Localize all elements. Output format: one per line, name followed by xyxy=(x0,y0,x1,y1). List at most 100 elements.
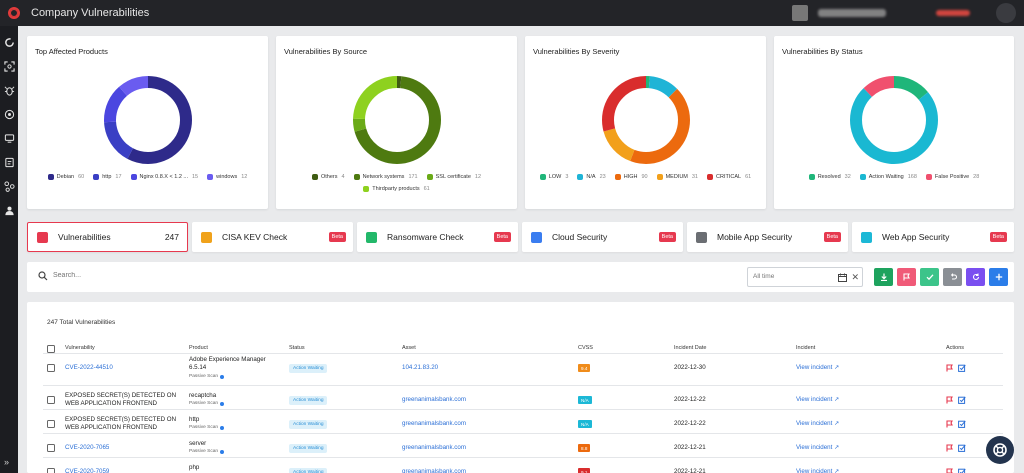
legend-item-false-positive[interactable]: False Positive 28 xyxy=(925,174,979,180)
clear-date-icon[interactable]: ✕ xyxy=(851,272,859,282)
legend-item-others[interactable]: Others 4 xyxy=(311,174,345,180)
tab-cisa-kev-check[interactable]: CISA KEV Check Beta xyxy=(192,222,353,252)
info-icon[interactable] xyxy=(220,425,225,430)
legend-item-action-waiting[interactable]: Action Waiting 168 xyxy=(859,174,917,180)
report-icon[interactable] xyxy=(3,156,15,168)
column-header-product[interactable]: Product xyxy=(189,345,208,351)
legend-item-high[interactable]: HIGH 90 xyxy=(614,174,648,180)
legend-item-debian[interactable]: Debian 60 xyxy=(47,174,84,180)
column-header-incident[interactable]: Incident xyxy=(796,345,816,351)
info-icon[interactable] xyxy=(220,401,225,406)
network-icon[interactable] xyxy=(3,180,15,192)
bug-icon[interactable] xyxy=(3,84,15,96)
user-name[interactable] xyxy=(818,9,886,17)
legend-item-thirdparty-products[interactable]: Thirdparty products 61 xyxy=(363,186,430,192)
column-header-status[interactable]: Status xyxy=(289,345,305,351)
shield-icon[interactable] xyxy=(3,108,15,120)
date-filter[interactable]: ✕ xyxy=(747,267,863,287)
row-checkbox[interactable] xyxy=(47,364,55,372)
help-button[interactable] xyxy=(986,436,1014,464)
flag-button[interactable] xyxy=(897,268,916,286)
donut-slice-critical[interactable] xyxy=(601,76,690,164)
user-icon[interactable] xyxy=(3,204,15,216)
asset-link[interactable]: greenanimalsbank.com xyxy=(402,468,466,473)
vulnerability-name[interactable]: CVE-2020-7065 xyxy=(65,444,110,451)
tab-cloud-security[interactable]: Cloud Security Beta xyxy=(522,222,683,252)
monitor-icon[interactable] xyxy=(3,132,15,144)
donut-slice-false-positive[interactable] xyxy=(850,76,938,164)
column-header-asset[interactable]: Asset xyxy=(402,345,416,351)
row-checkbox[interactable] xyxy=(47,444,55,452)
asset-link[interactable]: greenanimalsbank.com xyxy=(402,420,466,427)
view-incident-link[interactable]: View incident ↗ xyxy=(796,364,839,372)
org-label[interactable] xyxy=(936,10,970,16)
flag-icon[interactable] xyxy=(946,364,954,372)
donut-slice-high[interactable] xyxy=(601,76,690,164)
column-header-vulnerability[interactable]: Vulnerability xyxy=(65,345,95,351)
donut-chart-severity[interactable] xyxy=(596,70,696,170)
legend-item-low[interactable]: LOW 3 xyxy=(539,174,568,180)
legend-item-nginx-0-8-x-1-2[interactable]: Nginx 0.8.X < 1.2 ... 15 xyxy=(130,174,198,180)
row-checkbox[interactable] xyxy=(47,420,55,428)
legend-item-critical[interactable]: CRITICAL 61 xyxy=(707,174,751,180)
settings-icon[interactable] xyxy=(996,3,1016,23)
dashboard-icon[interactable] xyxy=(3,36,15,48)
donut-chart-status[interactable] xyxy=(844,70,944,170)
add-button[interactable] xyxy=(989,268,1008,286)
view-incident-link[interactable]: View incident ↗ xyxy=(796,420,839,428)
flag-icon[interactable] xyxy=(946,420,954,428)
flag-icon[interactable] xyxy=(946,444,954,452)
legend-item-medium[interactable]: MEDIUM 31 xyxy=(656,174,698,180)
donut-chart-products[interactable] xyxy=(98,70,198,170)
download-button[interactable] xyxy=(874,268,893,286)
view-incident-link[interactable]: View incident ↗ xyxy=(796,468,839,473)
tab-vulnerabilities[interactable]: Vulnerabilities 247 xyxy=(27,222,188,252)
select-all-checkbox[interactable] xyxy=(47,345,55,353)
edit-icon[interactable] xyxy=(958,364,966,372)
tab-mobile-app-security[interactable]: Mobile App Security Beta xyxy=(687,222,848,252)
legend-item-windows[interactable]: windows 12 xyxy=(207,174,247,180)
date-input[interactable] xyxy=(753,273,833,280)
donut-slice-nginx-0-8-x-1-2[interactable] xyxy=(103,76,192,164)
donut-slice-thirdparty-products[interactable] xyxy=(352,76,441,164)
legend-item-network-systems[interactable]: Network systems 171 xyxy=(353,174,418,180)
info-icon[interactable] xyxy=(220,374,225,379)
view-incident-link[interactable]: View incident ↗ xyxy=(796,444,839,452)
vulnerability-name[interactable]: CVE-2020-7059 xyxy=(65,468,110,473)
legend-item-http[interactable]: http 17 xyxy=(93,174,122,180)
column-header-cvss[interactable]: CVSS xyxy=(578,345,593,351)
donut-chart-source[interactable] xyxy=(347,70,447,170)
donut-slice-windows[interactable] xyxy=(103,76,192,164)
donut-slice-network-systems[interactable] xyxy=(352,76,441,164)
expand-sidebar-icon[interactable]: » xyxy=(4,457,10,467)
search-input[interactable] xyxy=(53,272,253,279)
undo-button[interactable] xyxy=(943,268,962,286)
column-header-incident-date[interactable]: Incident Date xyxy=(674,345,707,351)
asset-link[interactable]: greenanimalsbank.com xyxy=(402,444,466,451)
refresh-button[interactable] xyxy=(966,268,985,286)
legend-item-ssl-certificate[interactable]: SSL certificate 12 xyxy=(426,174,481,180)
donut-slice-action-waiting[interactable] xyxy=(850,76,938,164)
calendar-icon[interactable] xyxy=(838,273,847,282)
asset-link[interactable]: 104.21.83.20 xyxy=(402,364,439,371)
asset-link[interactable]: greenanimalsbank.com xyxy=(402,396,466,403)
tab-web-app-security[interactable]: Web App Security Beta xyxy=(852,222,1014,252)
info-icon[interactable] xyxy=(220,449,225,454)
edit-icon[interactable] xyxy=(958,444,966,452)
view-incident-link[interactable]: View incident ↗ xyxy=(796,396,839,404)
tab-ransomware-check[interactable]: Ransomware Check Beta xyxy=(357,222,518,252)
flag-icon[interactable] xyxy=(946,468,954,473)
donut-slice-ssl-certificate[interactable] xyxy=(352,76,441,164)
vulnerability-name[interactable]: CVE-2022-44510 xyxy=(65,364,113,371)
row-checkbox[interactable] xyxy=(47,396,55,404)
edit-icon[interactable] xyxy=(958,420,966,428)
avatar[interactable] xyxy=(792,5,808,21)
edit-icon[interactable] xyxy=(958,468,966,473)
legend-item-resolved[interactable]: Resolved 32 xyxy=(808,174,851,180)
edit-icon[interactable] xyxy=(958,396,966,404)
flag-icon[interactable] xyxy=(946,396,954,404)
legend-item-n-a[interactable]: N/A 23 xyxy=(577,174,606,180)
app-logo[interactable] xyxy=(3,2,25,24)
row-checkbox[interactable] xyxy=(47,468,55,473)
mark-resolved-button[interactable] xyxy=(920,268,939,286)
